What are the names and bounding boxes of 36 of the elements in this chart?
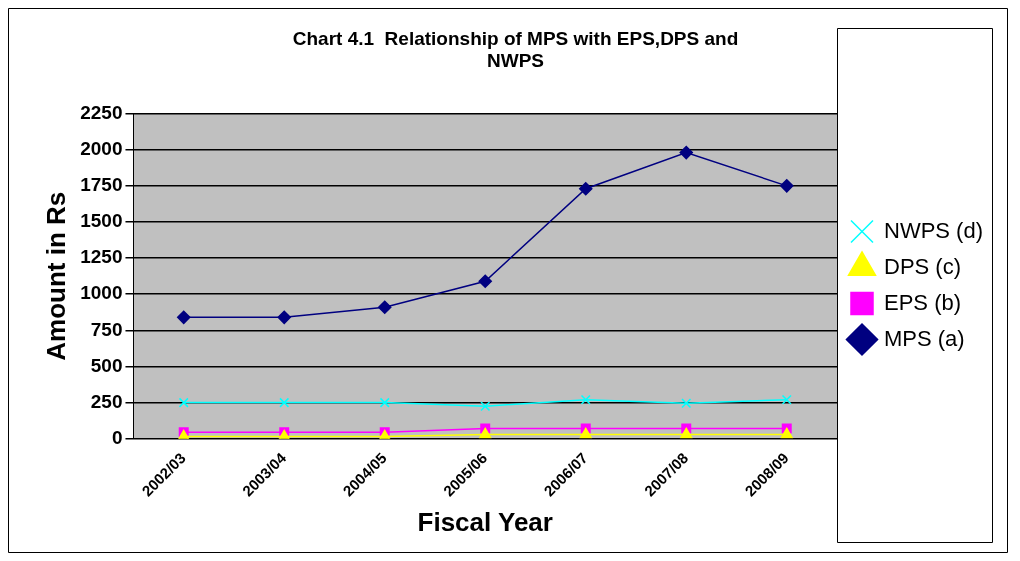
y-tick-label: 2000: [80, 137, 123, 159]
y-tick-label: 1000: [80, 282, 123, 304]
point: [379, 397, 390, 408]
point: [679, 145, 693, 160]
legend-label: NWPS (d): [884, 217, 983, 243]
y-tick-label: 1500: [80, 210, 123, 232]
point: [178, 397, 189, 408]
y-tick-label: 250: [90, 390, 123, 412]
point: [479, 427, 492, 439]
y-tick-label: 500: [90, 354, 123, 376]
y-tick-label: 1250: [80, 246, 123, 268]
text: NWPS: [487, 50, 544, 72]
y-tick-label: 1750: [80, 174, 123, 196]
point: [176, 310, 191, 325]
y-tick-label: 750: [90, 318, 123, 340]
point: [680, 427, 693, 439]
legend-label: EPS (b): [884, 289, 962, 315]
legend-label: MPS (a): [884, 325, 965, 351]
point: [781, 394, 792, 405]
point: [478, 274, 492, 288]
y-tick-label: 0: [111, 426, 123, 448]
y-axis-title: Amount in Rs: [40, 191, 71, 361]
point: [579, 427, 592, 439]
point: [377, 300, 392, 314]
point: [277, 310, 291, 325]
point: [780, 179, 794, 193]
point: [279, 397, 290, 408]
point: [480, 401, 491, 412]
point: [580, 394, 591, 405]
text: Chart 4.1 Relationship of MPS with EPS,DPS and: [292, 27, 739, 49]
y-tick-label: 2250: [80, 101, 123, 123]
point: [681, 398, 692, 409]
x-axis-title: Fiscal Year: [417, 506, 553, 537]
legend-label: DPS (c): [884, 253, 961, 279]
point: [578, 181, 593, 196]
point: [780, 427, 793, 439]
